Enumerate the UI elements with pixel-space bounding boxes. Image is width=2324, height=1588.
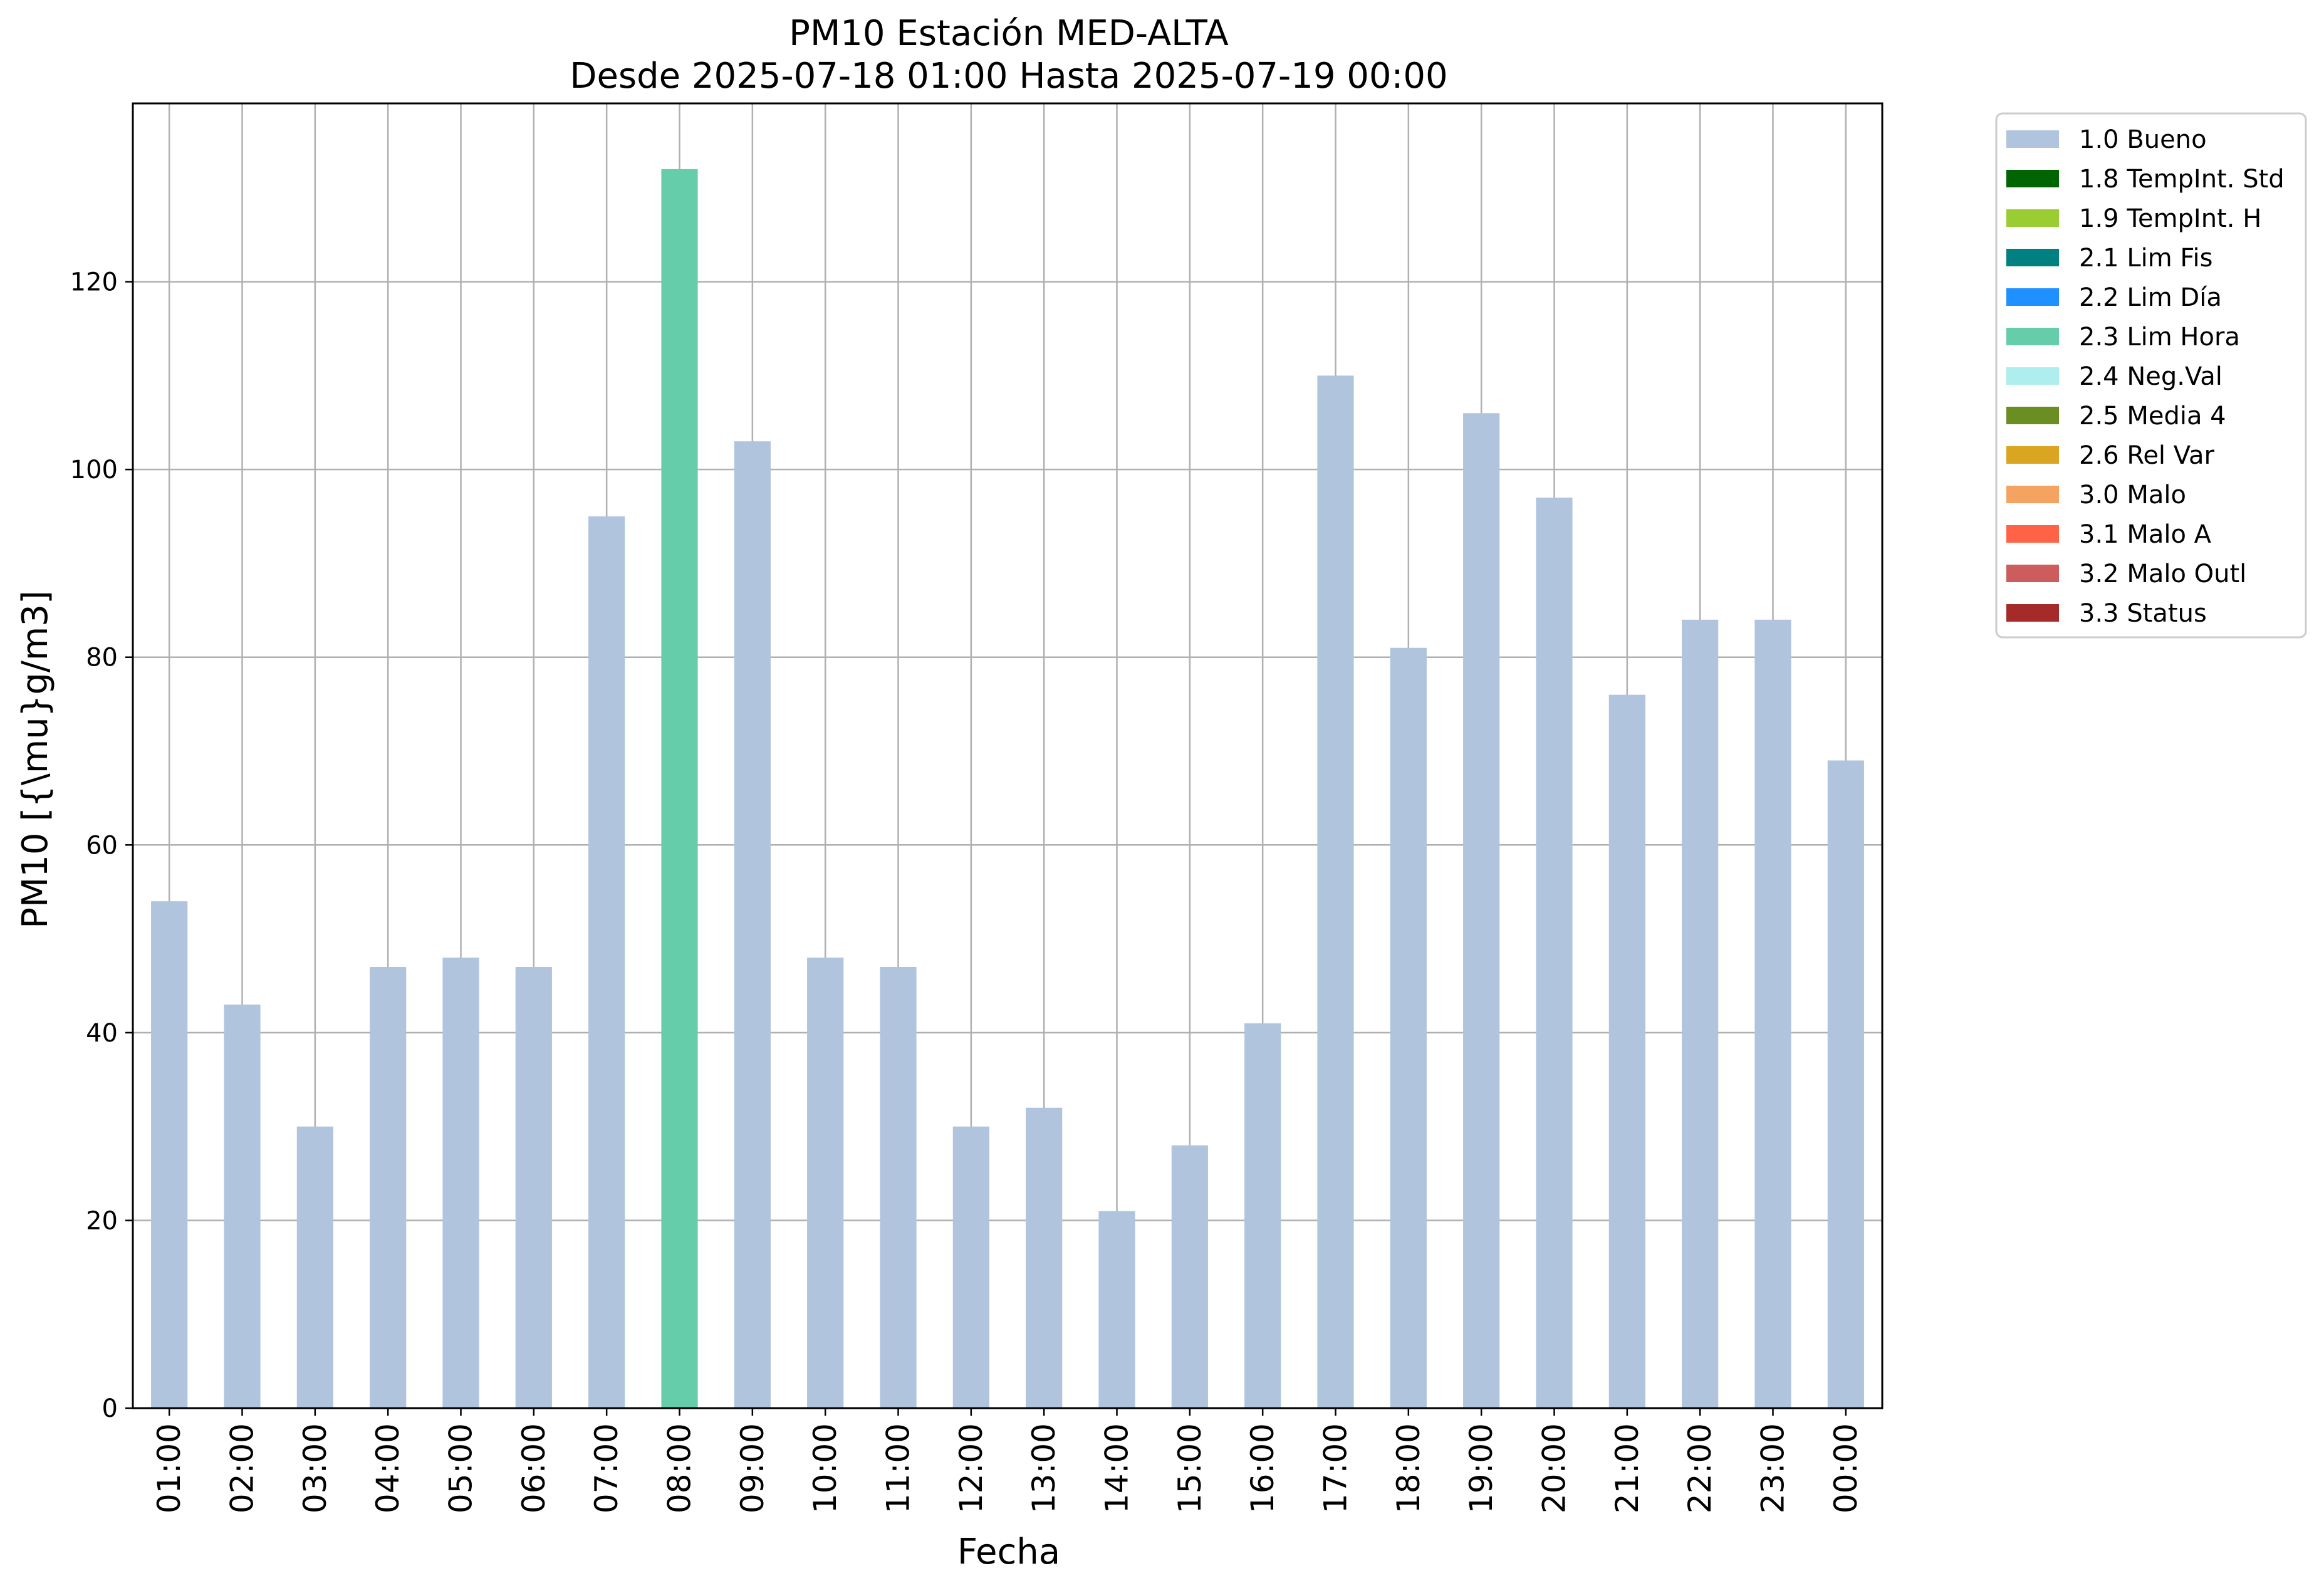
bar-19:00 bbox=[1463, 413, 1500, 1408]
x-tick-label: 09:00 bbox=[734, 1423, 771, 1513]
legend-swatch bbox=[2006, 328, 2059, 345]
bar-22:00 bbox=[1682, 619, 1719, 1408]
bars bbox=[151, 169, 1864, 1409]
legend-entry-label: 3.0 Malo bbox=[2079, 481, 2186, 509]
legend-frame bbox=[1995, 112, 2307, 639]
legend-entry-label: 2.6 Rel Var bbox=[2079, 441, 2215, 470]
x-tick-label: 05:00 bbox=[443, 1423, 479, 1513]
legend-swatch bbox=[2006, 209, 2059, 227]
legend-swatch bbox=[2006, 170, 2059, 187]
legend-entry-label: 2.3 Lim Hora bbox=[2079, 323, 2240, 352]
legend-swatch bbox=[2006, 407, 2059, 424]
y-axis-ticks: 0 20 40 60 80 100 120 bbox=[70, 268, 133, 1423]
bar-18:00 bbox=[1390, 647, 1427, 1408]
y-tick-label: 80 bbox=[86, 644, 118, 672]
x-axis-ticks: 01:00 02:00 03:00 04:00 05:00 06:00 07:00 08:00… bbox=[151, 1408, 1864, 1513]
legend-entry-label: 2.2 Lim Día bbox=[2079, 283, 2222, 312]
bar-03:00 bbox=[296, 1126, 333, 1408]
x-tick-label: 03:00 bbox=[297, 1423, 333, 1513]
bar-17:00 bbox=[1317, 375, 1354, 1409]
x-tick-label: 11:00 bbox=[880, 1423, 917, 1513]
bar-20:00 bbox=[1536, 498, 1573, 1408]
bar-08:00 bbox=[661, 169, 698, 1409]
bar-14:00 bbox=[1098, 1211, 1135, 1408]
x-tick-label: 16:00 bbox=[1244, 1423, 1281, 1513]
legend-swatch bbox=[2006, 446, 2059, 464]
y-tick-label: 20 bbox=[86, 1206, 118, 1235]
x-tick-label: 18:00 bbox=[1390, 1423, 1427, 1513]
x-tick-label: 14:00 bbox=[1099, 1423, 1135, 1513]
x-tick-label: 19:00 bbox=[1463, 1423, 1499, 1513]
y-tick-label: 100 bbox=[70, 456, 118, 484]
legend: 1.0 Bueno 1.8 TempInt. Std 1.9 TempInt. H 2… bbox=[1995, 112, 2307, 639]
bar-07:00 bbox=[588, 516, 625, 1409]
bar-09:00 bbox=[734, 441, 771, 1408]
bar-23:00 bbox=[1754, 619, 1791, 1408]
x-tick-label: 15:00 bbox=[1172, 1423, 1208, 1513]
chart-title: PM10 Estación MED-ALTA bbox=[789, 13, 1229, 54]
chart-subtitle: Desde 2025-07-18 01:00 Hasta 2025-07-19 … bbox=[570, 56, 1447, 97]
bar-11:00 bbox=[880, 967, 917, 1408]
x-tick-label: 12:00 bbox=[953, 1423, 989, 1513]
y-tick-label: 40 bbox=[86, 1019, 118, 1048]
x-axis-label: Fecha bbox=[957, 1532, 1060, 1572]
y-axis-label: PM10 [{\mu}g/m3] bbox=[15, 590, 56, 929]
bar-06:00 bbox=[515, 967, 552, 1408]
bar-13:00 bbox=[1026, 1107, 1063, 1408]
legend-entry-label: 2.1 Lim Fis bbox=[2079, 244, 2212, 273]
legend-entry-label: 3.1 Malo A bbox=[2079, 520, 2212, 549]
legend-swatch bbox=[2006, 249, 2059, 266]
legend-swatch bbox=[2006, 565, 2059, 582]
x-tick-label: 10:00 bbox=[807, 1423, 843, 1513]
legend-swatch bbox=[2006, 604, 2059, 622]
x-tick-label: 17:00 bbox=[1318, 1423, 1354, 1513]
x-tick-label: 01:00 bbox=[151, 1423, 187, 1513]
y-tick-label: 60 bbox=[86, 831, 118, 860]
legend-entry-label: 1.9 TempInt. H bbox=[2079, 204, 2261, 233]
bar-16:00 bbox=[1244, 1023, 1281, 1408]
bar-12:00 bbox=[952, 1126, 989, 1408]
legend-entry-label: 2.5 Media 4 bbox=[2079, 402, 2226, 431]
bar-15:00 bbox=[1171, 1145, 1208, 1408]
x-tick-label: 08:00 bbox=[662, 1423, 698, 1513]
x-tick-label: 07:00 bbox=[588, 1423, 625, 1513]
x-tick-label: 23:00 bbox=[1755, 1423, 1791, 1513]
bar-01:00 bbox=[151, 901, 188, 1408]
y-tick-label: 0 bbox=[102, 1394, 118, 1423]
x-tick-label: 22:00 bbox=[1682, 1423, 1718, 1513]
legend-entry-label: 1.0 Bueno bbox=[2079, 125, 2207, 154]
legend-swatch bbox=[2006, 486, 2059, 503]
x-tick-label: 21:00 bbox=[1609, 1423, 1645, 1513]
legend-entry-label: 2.4 Neg.Val bbox=[2079, 362, 2222, 391]
legend-entry-label: 3.2 Malo Outl bbox=[2079, 560, 2246, 588]
bar-10:00 bbox=[807, 958, 844, 1408]
x-tick-label: 06:00 bbox=[516, 1423, 552, 1513]
bar-21:00 bbox=[1608, 694, 1645, 1408]
bar-02:00 bbox=[224, 1004, 261, 1408]
x-tick-label: 04:00 bbox=[370, 1423, 406, 1513]
legend-swatch bbox=[2006, 525, 2059, 543]
plot-frame bbox=[132, 102, 1884, 1409]
bar-00:00 bbox=[1827, 760, 1864, 1408]
legend-swatch bbox=[2006, 130, 2059, 148]
y-tick-label: 120 bbox=[70, 268, 118, 297]
bar-04:00 bbox=[370, 967, 407, 1408]
x-tick-label: 20:00 bbox=[1536, 1423, 1573, 1513]
legend-swatch bbox=[2006, 367, 2059, 385]
legend-entry-label: 3.3 Status bbox=[2079, 599, 2207, 628]
x-tick-label: 00:00 bbox=[1828, 1423, 1864, 1513]
legend-swatch bbox=[2006, 288, 2059, 306]
x-tick-label: 13:00 bbox=[1026, 1423, 1062, 1513]
legend-entry-label: 1.8 TempInt. Std bbox=[2079, 165, 2285, 194]
bar-05:00 bbox=[442, 958, 479, 1408]
x-tick-label: 02:00 bbox=[224, 1423, 261, 1513]
